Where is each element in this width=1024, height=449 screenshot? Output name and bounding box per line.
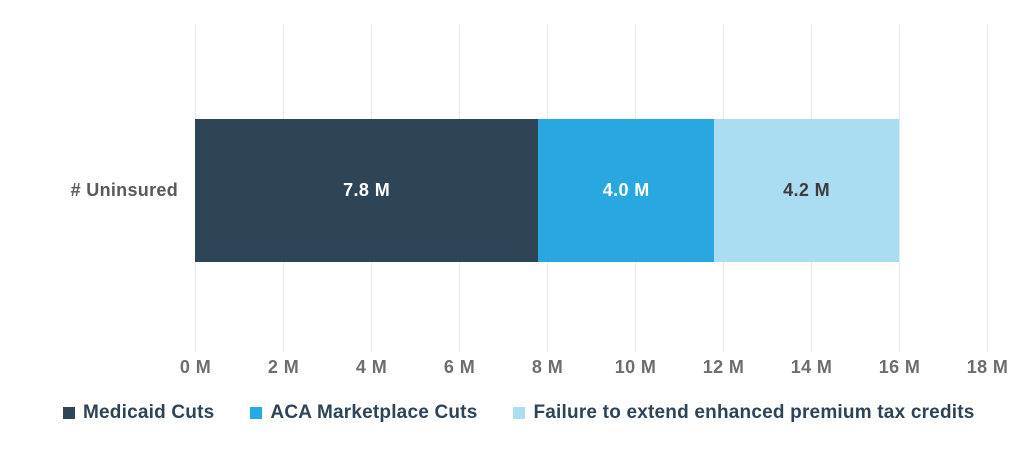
x-tick-label-4m: 4 M [355, 357, 388, 377]
bar-value-label-medicaid-cuts: 7.8 M [343, 180, 391, 200]
x-tick-label-12m: 12 M [702, 357, 745, 377]
x-tick-label-2m: 2 M [267, 357, 300, 377]
bar-value-label-aca-marketplace-cuts: 4.0 M [602, 180, 650, 200]
x-tick-label-14m: 14 M [790, 357, 833, 377]
x-tick-label-16m: 16 M [878, 357, 921, 377]
x-tick-label-18m: 18 M [966, 357, 1009, 377]
plot-area: 7.8 M 4.0 M 4.2 M [195, 25, 988, 352]
x-axis: 0 M 2 M 4 M 6 M 8 M 10 M 12 M 14 M 16 M 18 M [0, 355, 1024, 381]
legend-swatch-medicaid-cuts [63, 407, 75, 419]
legend-swatch-premium-tax-credits [513, 407, 526, 419]
legend-label-premium-tax-credits: Failure to extend enhanced premium tax c… [533, 402, 975, 423]
category-label-uninsured: # Uninsured [70, 180, 178, 200]
legend-swatch-aca-marketplace-cuts [250, 407, 263, 419]
bar-value-label-premium-tax-credits: 4.2 M [783, 180, 831, 200]
legend: Medicaid Cuts ACA Marketplace Cuts Failu… [63, 402, 975, 424]
x-tick-label-10m: 10 M [614, 357, 657, 377]
x-tick-label-8m: 8 M [531, 357, 564, 377]
legend-item-aca-marketplace-cuts: ACA Marketplace Cuts [250, 402, 477, 424]
legend-item-premium-tax-credits: Failure to extend enhanced premium tax c… [513, 402, 974, 424]
bar-segment-medicaid-cuts: 7.8 M [195, 119, 539, 262]
x-tick-label-6m: 6 M [443, 357, 476, 377]
bar-uninsured: 7.8 M 4.0 M 4.2 M [195, 119, 899, 262]
gridline-18m [987, 25, 988, 352]
bar-segment-aca-marketplace-cuts: 4.0 M [538, 119, 715, 262]
legend-label-medicaid-cuts: Medicaid Cuts [83, 402, 215, 423]
bar-segment-premium-tax-credits: 4.2 M [714, 119, 899, 262]
legend-label-aca-marketplace-cuts: ACA Marketplace Cuts [270, 402, 478, 423]
legend-item-medicaid-cuts: Medicaid Cuts [63, 402, 214, 424]
x-tick-label-0m: 0 M [179, 357, 212, 377]
gridline-16m [899, 25, 900, 352]
